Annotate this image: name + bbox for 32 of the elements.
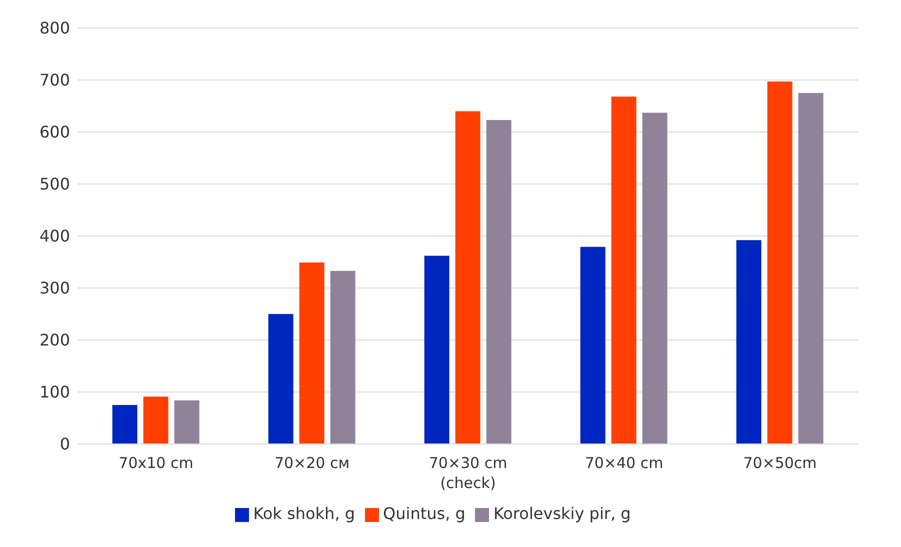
bar — [736, 240, 762, 444]
bar — [299, 262, 324, 444]
bar — [268, 314, 294, 444]
y-tick-label: 300 — [39, 278, 70, 298]
legend-label: Kok shokh, g — [253, 504, 356, 523]
bar — [424, 256, 450, 444]
y-tick-label: 400 — [39, 226, 70, 246]
bar — [767, 82, 792, 444]
bar — [611, 96, 636, 444]
bar — [455, 111, 480, 444]
y-tick-label: 600 — [39, 122, 70, 142]
y-tick-label: 100 — [39, 382, 70, 402]
bar — [486, 120, 512, 444]
bar — [112, 405, 138, 444]
bar — [174, 400, 200, 444]
x-tick-label: 70×30 cm (check) — [428, 454, 508, 492]
y-tick-label: 200 — [39, 330, 70, 350]
bar — [798, 93, 824, 444]
x-tick-label: 70x10 cm — [118, 454, 194, 472]
y-tick-label: 0 — [60, 434, 70, 454]
x-tick-label: 70×50cm — [743, 454, 817, 472]
bar — [580, 246, 606, 444]
bar — [330, 270, 356, 444]
bar — [642, 112, 668, 444]
x-tick-label: 70×40 cm — [584, 454, 664, 472]
legend-label: Quintus, g — [383, 504, 466, 523]
x-tick-label: 70×20 см — [274, 454, 350, 472]
legend-label: Korolevskiy pir, g — [493, 504, 631, 523]
y-tick-label: 700 — [39, 70, 70, 90]
bar — [143, 396, 168, 444]
y-tick-label: 500 — [39, 174, 70, 194]
y-tick-label: 800 — [39, 18, 70, 38]
